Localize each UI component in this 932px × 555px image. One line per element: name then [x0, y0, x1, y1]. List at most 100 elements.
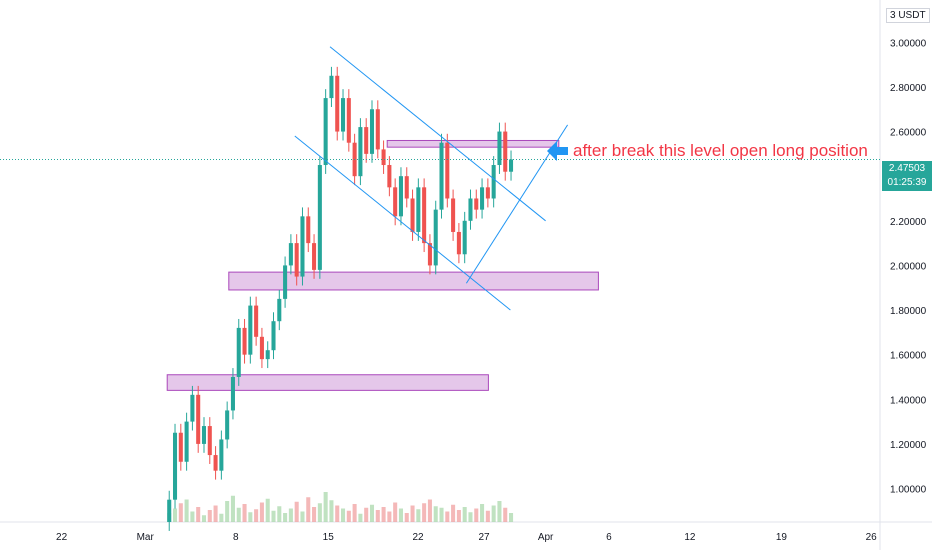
candle-body — [259, 336, 264, 360]
candle-body — [364, 127, 369, 154]
volume-bar — [416, 509, 421, 522]
volume-bar — [456, 510, 461, 522]
candle-body — [288, 243, 293, 266]
last-price-value: 2.47503 — [888, 163, 926, 174]
volume-bar — [468, 512, 473, 522]
volume-bar — [352, 504, 357, 522]
candle-body — [393, 187, 398, 217]
y-tick-label: 2.80000 — [890, 83, 927, 94]
zone-mid-support — [228, 271, 599, 291]
candle-body — [283, 265, 288, 299]
volume-bar — [387, 511, 392, 522]
candle-body — [196, 394, 201, 444]
candle-body — [329, 75, 334, 99]
volume-bar — [462, 507, 467, 522]
candle-body — [456, 231, 461, 255]
candle-body — [213, 455, 218, 471]
volume-bar — [184, 499, 189, 522]
volume-bar — [254, 509, 259, 522]
countdown-timer: 01:25:39 — [887, 177, 927, 188]
candle-body — [172, 432, 178, 500]
volume-bar — [381, 507, 386, 522]
candle-body — [451, 198, 456, 232]
volume-bar — [277, 506, 282, 522]
candle-body — [375, 109, 380, 150]
volume-bar — [497, 501, 502, 522]
zone-upper-resistance — [386, 139, 560, 148]
candle-body — [236, 327, 241, 377]
candle-body — [439, 142, 444, 210]
volume-bar — [427, 499, 432, 522]
candle-body — [346, 98, 351, 143]
volume-bar — [190, 511, 195, 522]
candle-body — [323, 98, 328, 166]
candle-body — [485, 187, 490, 199]
volume-bar — [358, 513, 363, 522]
candle-body — [509, 159, 514, 172]
trendline-channel-bottom — [294, 135, 511, 311]
volume-bar — [485, 510, 490, 522]
candle-body — [503, 131, 508, 172]
volume-bar — [230, 495, 235, 522]
volume-bar — [242, 504, 247, 522]
candle-body — [468, 198, 473, 221]
x-tick-label: 8 — [233, 532, 239, 543]
zone-low-support — [166, 374, 489, 391]
candle-body — [248, 305, 253, 355]
candle-body — [242, 327, 247, 355]
volume-bar — [323, 492, 328, 522]
candle-body — [341, 98, 346, 132]
volume-bar — [294, 501, 299, 522]
candle-body — [387, 165, 392, 188]
volume-bar — [300, 511, 305, 522]
candle-body — [358, 127, 363, 177]
y-tick-label: 2.00000 — [890, 261, 927, 272]
x-tick-label: 12 — [684, 532, 696, 543]
volume-bar — [248, 512, 253, 522]
candle-body — [254, 305, 259, 337]
volume-bar — [393, 502, 398, 522]
y-tick-label: 1.40000 — [890, 395, 927, 406]
volume-bar — [346, 510, 351, 522]
candle-body — [410, 198, 415, 232]
volume-bar — [404, 513, 409, 522]
volume-bar — [433, 506, 438, 522]
x-tick-label: 19 — [776, 532, 788, 543]
volume-bar — [410, 505, 415, 522]
x-tick-label: 26 — [866, 532, 878, 543]
candle-body — [294, 243, 299, 277]
x-tick-label: 15 — [323, 532, 335, 543]
volume-bar — [503, 507, 508, 522]
volume-bar — [259, 502, 264, 522]
candle-body — [480, 187, 485, 210]
unit-label[interactable]: 3 USDT — [886, 8, 930, 23]
volume-bar — [335, 505, 340, 522]
x-tick-label: Apr — [538, 532, 554, 543]
candle-body — [271, 321, 276, 351]
volume-bar — [283, 513, 288, 522]
volume-bar — [201, 515, 207, 522]
candle-body — [369, 109, 375, 154]
volume-bar — [288, 508, 293, 522]
trade-annotation: after break this level open long positio… — [573, 141, 868, 160]
x-tick-label: Mar — [137, 532, 155, 543]
candle-body — [306, 216, 311, 244]
y-tick-label: 1.00000 — [890, 485, 927, 496]
last-price-label: 2.47503 01:25:39 — [882, 161, 932, 191]
volume-bar — [480, 504, 485, 522]
volume-bar — [178, 503, 183, 522]
candle-body — [190, 394, 195, 422]
candle-body — [207, 426, 212, 456]
volume-bar — [207, 510, 212, 522]
volume-bar — [265, 498, 270, 522]
volume-bar — [375, 510, 380, 522]
candle-body — [312, 243, 317, 270]
y-tick-label: 2.60000 — [890, 128, 927, 139]
y-tick-label: 1.60000 — [890, 351, 927, 362]
volume-bar — [509, 513, 514, 522]
candle-body — [201, 426, 207, 444]
candle-body — [474, 198, 479, 210]
candle-body — [462, 220, 467, 255]
candle-body — [497, 131, 502, 166]
